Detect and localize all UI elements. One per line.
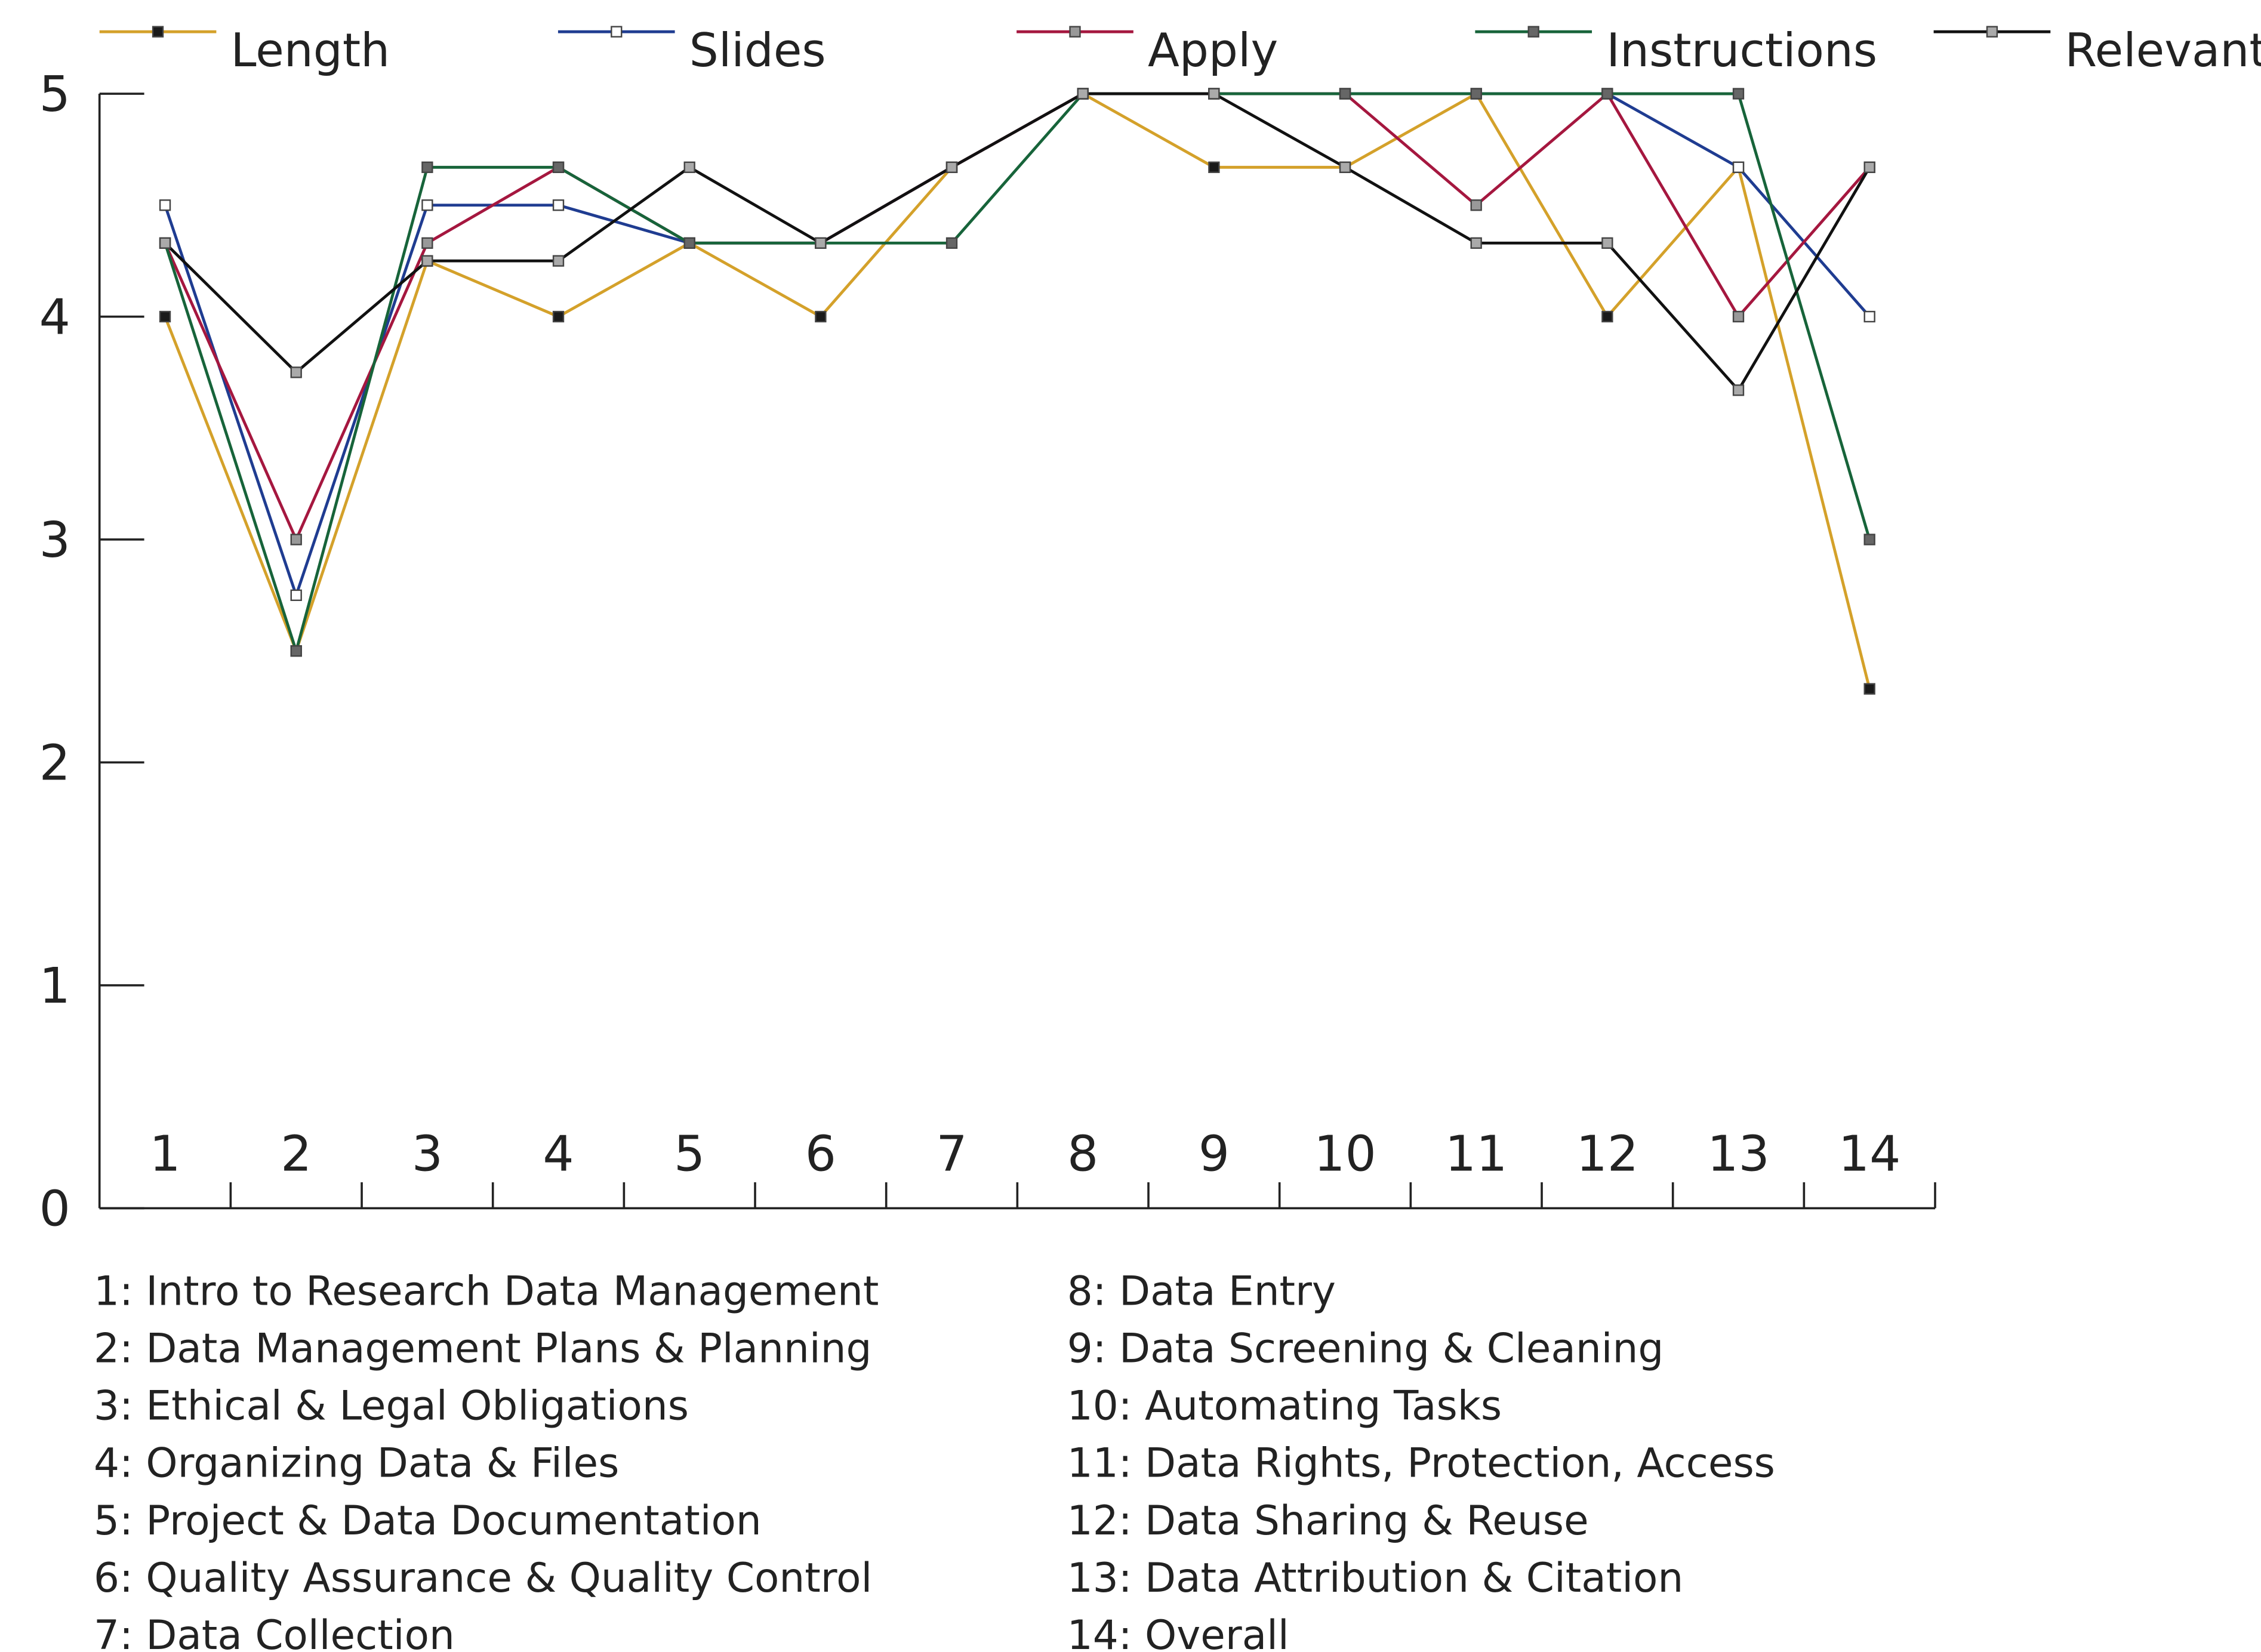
x-tick-label: 3: [412, 1126, 443, 1183]
marker: [290, 534, 302, 545]
x-tick-label: 7: [936, 1126, 967, 1183]
category-note: 3: Ethical & Legal Obligations: [94, 1382, 689, 1429]
category-note: 2: Data Management Plans & Planning: [94, 1324, 871, 1371]
marker: [1339, 161, 1351, 173]
x-tick-label: 5: [674, 1126, 705, 1183]
x-tick-label: 13: [1707, 1126, 1770, 1183]
category-note: 8: Data Entry: [1067, 1267, 1336, 1314]
marker: [1732, 161, 1745, 173]
category-note: 14: Overall: [1067, 1611, 1289, 1652]
legend-marker: [1527, 26, 1539, 38]
category-note: 13: Data Attribution & Citation: [1067, 1554, 1684, 1601]
y-tick-label: 5: [39, 66, 70, 123]
x-tick-label: 14: [1838, 1126, 1901, 1183]
marker: [1339, 88, 1351, 100]
marker: [1732, 88, 1745, 100]
marker: [1863, 161, 1875, 173]
marker: [1077, 88, 1089, 100]
x-tick-label: 8: [1067, 1126, 1098, 1183]
marker: [1470, 88, 1482, 100]
series-line: [164, 91, 1871, 543]
legend-label: Instructions: [1606, 24, 1877, 78]
series-line: [164, 92, 1871, 657]
marker: [1601, 310, 1613, 323]
y-tick-label: 2: [39, 735, 70, 791]
category-note: 7: Data Collection: [94, 1611, 455, 1652]
marker: [290, 366, 302, 378]
category-note: 5: Project & Data Documentation: [94, 1497, 762, 1544]
marker: [815, 310, 827, 323]
marker: [1863, 534, 1875, 545]
marker: [683, 237, 695, 249]
marker: [159, 310, 171, 323]
legend-marker: [611, 26, 623, 38]
x-tick-label: 9: [1199, 1126, 1230, 1183]
category-note: 10: Automating Tasks: [1067, 1382, 1502, 1429]
category-note: 1: Intro to Research Data Management: [94, 1267, 879, 1314]
marker: [421, 255, 433, 267]
legend-marker: [152, 26, 164, 38]
marker: [1732, 384, 1745, 396]
marker: [1863, 683, 1875, 695]
series-line: [164, 91, 1871, 689]
marker: [683, 161, 695, 173]
marker: [159, 237, 171, 249]
x-tick-label: 11: [1445, 1126, 1508, 1183]
series-line: [164, 92, 1871, 393]
category-note: 6: Quality Assurance & Quality Control: [94, 1554, 872, 1601]
marker: [945, 161, 958, 173]
x-tick-label: 12: [1576, 1126, 1639, 1183]
legend-label: Length: [231, 24, 390, 78]
y-tick-label: 4: [39, 289, 70, 346]
marker: [1208, 161, 1220, 173]
marker: [1601, 88, 1613, 100]
x-tick-label: 4: [543, 1126, 574, 1183]
marker: [1470, 237, 1482, 249]
x-tick-label: 1: [149, 1126, 180, 1183]
marker: [552, 161, 565, 173]
x-tick-label: 2: [281, 1126, 312, 1183]
y-tick-label: 3: [39, 512, 70, 569]
legend-label: Slides: [689, 24, 826, 78]
marker: [552, 310, 565, 323]
legend-marker: [1986, 26, 1998, 38]
category-note: 9: Data Screening & Cleaning: [1067, 1324, 1664, 1371]
category-note: 11: Data Rights, Protection, Access: [1067, 1440, 1775, 1487]
category-note: 12: Data Sharing & Reuse: [1067, 1497, 1589, 1544]
y-tick-label: 0: [39, 1181, 70, 1237]
marker: [290, 589, 302, 602]
category-note: 4: Organizing Data & Files: [94, 1440, 619, 1487]
marker: [1208, 88, 1220, 100]
legend-label: Relevant: [2065, 24, 2261, 78]
legend-label: Apply: [1148, 24, 1278, 78]
marker: [1470, 199, 1482, 211]
marker: [945, 237, 958, 249]
y-tick-label: 1: [39, 958, 70, 1015]
marker: [552, 199, 565, 211]
marker: [1601, 237, 1613, 249]
marker: [1732, 310, 1745, 323]
marker: [421, 199, 433, 211]
x-tick-label: 6: [805, 1126, 836, 1183]
marker: [552, 255, 565, 267]
marker: [159, 199, 171, 211]
marker: [290, 645, 302, 657]
marker: [421, 237, 433, 249]
x-tick-label: 10: [1314, 1126, 1376, 1183]
marker: [421, 161, 433, 173]
marker: [815, 237, 827, 249]
marker: [1863, 310, 1875, 323]
legend-marker: [1069, 26, 1081, 38]
